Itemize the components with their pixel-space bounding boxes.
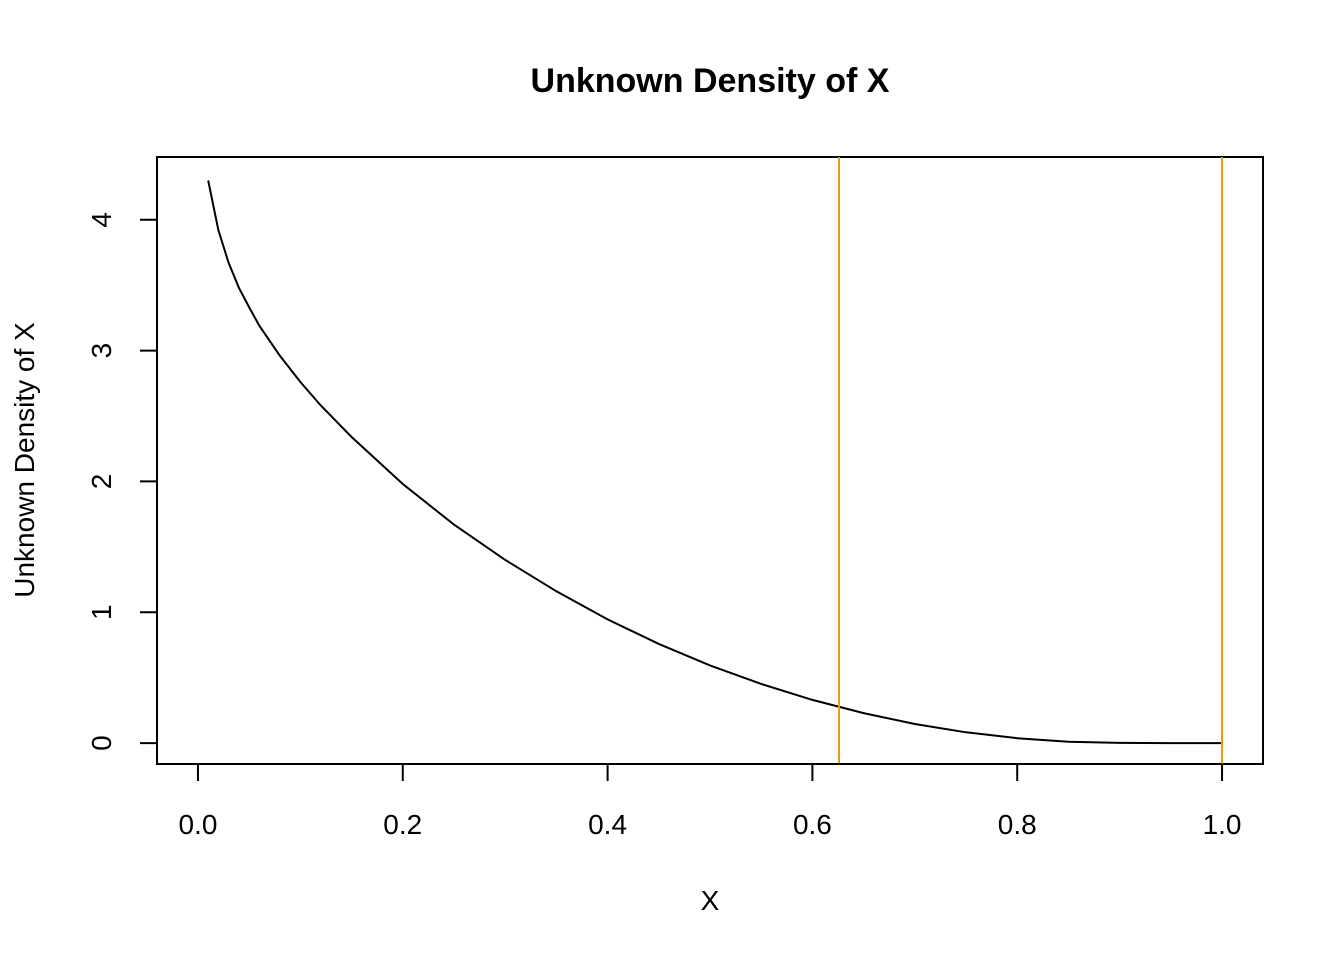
y-tick-label: 3 xyxy=(86,343,117,359)
x-tick-label: 1.0 xyxy=(1203,809,1242,840)
density-curve xyxy=(207,180,1222,745)
x-axis-label: X xyxy=(701,885,720,916)
y-tick-label: 4 xyxy=(86,212,117,228)
plot-area xyxy=(207,157,1224,764)
plot-frame xyxy=(156,156,1264,765)
x-tick-label: 0.8 xyxy=(998,809,1037,840)
y-axis-label: Unknown Density of X xyxy=(9,322,40,598)
x-tick-label: 0.4 xyxy=(588,809,627,840)
y-tick-label: 2 xyxy=(86,474,117,490)
chart-title: Unknown Density of X xyxy=(531,62,890,100)
x-tick-label: 0.6 xyxy=(793,809,832,840)
x-axis: 0.0 0.2 0.4 0.6 0.8 1.0 xyxy=(178,763,1242,840)
y-tick-label: 1 xyxy=(86,604,117,620)
y-axis: 0 1 2 3 4 xyxy=(86,212,158,751)
x-tick-label: 0.0 xyxy=(178,809,217,840)
y-tick-label: 0 xyxy=(86,735,117,751)
x-tick-label: 0.2 xyxy=(383,809,422,840)
